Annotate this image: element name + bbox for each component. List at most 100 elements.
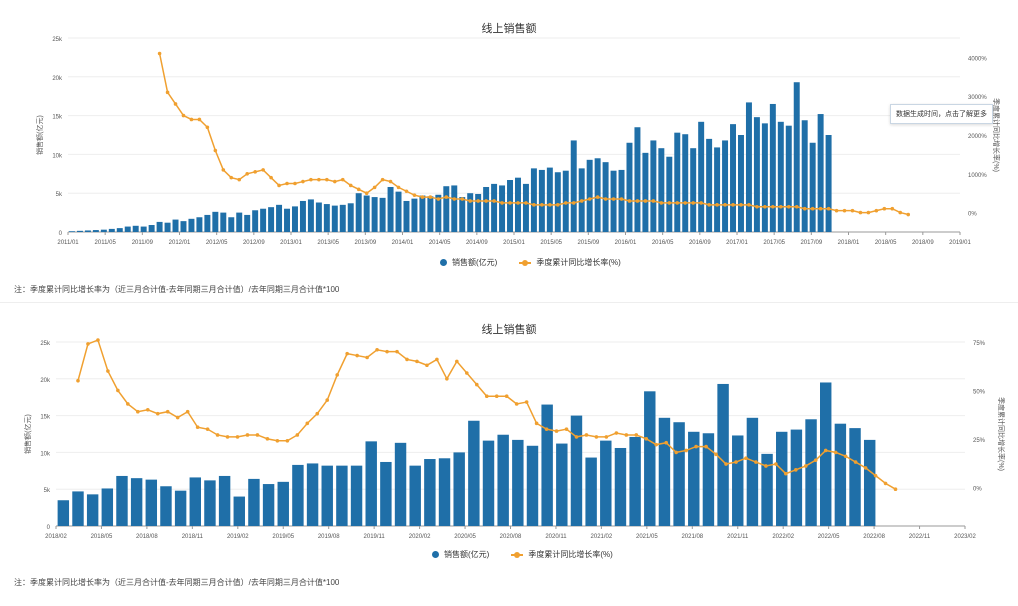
y2-axis-label: 季度累计同比增长率(%) <box>992 98 1001 172</box>
line-point <box>734 460 738 464</box>
bar <box>108 228 115 232</box>
x-tick-label: 2017/01 <box>726 240 748 246</box>
line-point <box>651 199 656 203</box>
y2-tick-label: 2000% <box>968 134 987 140</box>
bar <box>600 440 612 526</box>
x-tick-label: 2018/05 <box>91 534 113 540</box>
chart-legend: 销售额(亿元) 季度累计同比增长率(%) <box>432 549 613 560</box>
line-point <box>420 195 425 199</box>
bar <box>130 478 143 526</box>
line-point <box>755 204 759 209</box>
bar <box>629 436 641 526</box>
bar <box>530 168 537 232</box>
line-point <box>175 415 180 420</box>
x-tick-label: 2012/01 <box>169 240 191 246</box>
bar <box>585 457 597 526</box>
line-point <box>779 204 783 209</box>
bar <box>556 443 568 526</box>
bar <box>546 167 553 232</box>
legend-item-bar[interactable]: 销售额(亿元) <box>440 257 497 268</box>
line-point <box>189 117 194 122</box>
line-point <box>185 409 190 414</box>
line-point <box>415 359 419 364</box>
bar <box>526 445 539 526</box>
bar <box>419 195 426 232</box>
bar <box>164 222 171 232</box>
y-tick-label: 0 <box>47 525 51 531</box>
legend-item-bar[interactable]: 销售额(亿元) <box>432 549 489 560</box>
chart-1-svg: 0 5k 10k 15k 20k 25k 0% 1000% 2000% 3000% 4000% 销售额… <box>35 37 1001 246</box>
y-axis-label: 销售额(亿元) <box>23 414 32 454</box>
line-point <box>614 431 619 435</box>
line-point <box>603 197 608 201</box>
bar <box>268 207 275 232</box>
bar <box>306 463 319 526</box>
x-tick-label: 2019/02 <box>227 534 249 540</box>
bar <box>644 391 656 526</box>
x-tick-label: 2022/08 <box>863 534 885 540</box>
bar <box>467 193 474 232</box>
bar <box>160 486 172 526</box>
line-point <box>794 468 798 472</box>
bar <box>610 170 617 232</box>
bar <box>387 186 394 232</box>
line-point <box>627 199 632 203</box>
line-point <box>474 382 479 387</box>
bar <box>371 197 378 232</box>
line-point <box>253 170 257 174</box>
line-point <box>269 175 273 180</box>
line-point <box>215 433 220 437</box>
legend-item-line[interactable]: 季度累计同比增长率(%) <box>511 549 613 560</box>
line-point <box>237 177 242 182</box>
line-point <box>724 462 728 466</box>
bar <box>379 197 386 232</box>
line-point <box>744 456 748 461</box>
bar <box>403 200 410 232</box>
bar <box>140 226 147 232</box>
line-point <box>155 411 160 416</box>
line-point <box>890 206 895 211</box>
legend-swatch-bar <box>440 259 447 266</box>
x-tick-label: 2019/01 <box>949 240 971 246</box>
line-point <box>754 460 758 464</box>
bar <box>116 228 123 232</box>
line-point <box>197 117 202 122</box>
y-axis-label: 销售额(亿元) <box>35 115 44 155</box>
bar <box>817 114 824 232</box>
x-tick-label: 2019/08 <box>318 534 340 540</box>
line-point <box>882 206 887 211</box>
tooltip[interactable]: 数据生成时间，点击了解更多 <box>890 104 993 124</box>
bar <box>483 186 490 232</box>
bar <box>849 428 861 526</box>
x-tick-label: 2016/09 <box>689 240 711 246</box>
line-point <box>594 435 599 439</box>
line-point <box>356 187 361 192</box>
bar <box>717 383 729 526</box>
line-point <box>683 201 688 205</box>
bar <box>819 382 832 526</box>
x-tick-label: 2011/01 <box>57 240 79 246</box>
line-point <box>684 448 688 453</box>
bar <box>666 156 673 232</box>
y2-tick-label: 75% <box>973 341 986 347</box>
bar <box>172 219 179 232</box>
bar <box>730 124 737 232</box>
x-tick-label: 2014/09 <box>466 240 488 246</box>
line-point <box>335 373 340 377</box>
bar <box>228 217 235 232</box>
bar <box>776 431 788 526</box>
line-point <box>405 357 409 362</box>
line-point <box>579 199 584 203</box>
line-point <box>213 148 218 153</box>
legend-swatch-line <box>519 259 532 266</box>
bar <box>626 142 633 232</box>
legend-swatch-line <box>511 551 524 558</box>
legend-item-line[interactable]: 季度累计同比增长率(%) <box>519 257 621 268</box>
bar <box>538 169 545 232</box>
x-tick-label: 2015/01 <box>503 240 525 246</box>
bar <box>514 177 521 232</box>
line-point <box>643 199 648 203</box>
line-point <box>340 177 345 182</box>
bar <box>475 193 482 232</box>
bar <box>365 441 377 526</box>
